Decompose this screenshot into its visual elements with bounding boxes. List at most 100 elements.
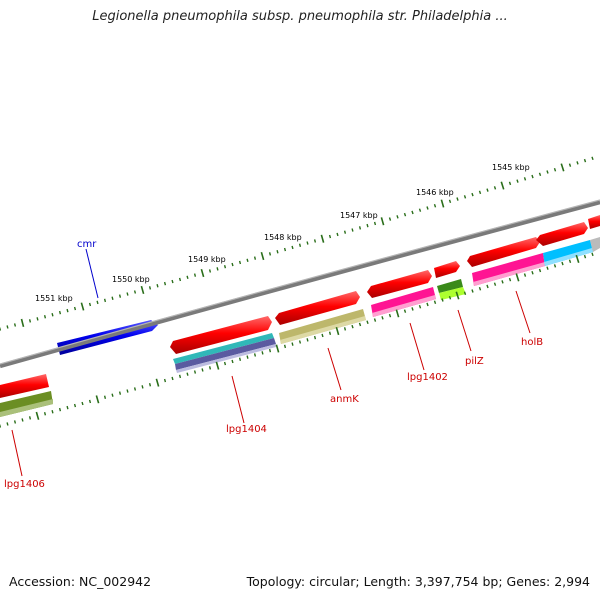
ruler-label-1551: 1551 kbp [35, 294, 73, 303]
map-title: Legionella pneumophila subsp. pneumophil… [92, 9, 508, 24]
inner-tick [58, 407, 62, 412]
outer-tick [448, 199, 452, 204]
outer-tick [388, 217, 392, 221]
outer-tick [553, 167, 557, 172]
gene-lpg1402-pointer [409, 322, 425, 371]
outer-tick [516, 179, 519, 183]
outer-tick [208, 269, 212, 273]
genome-summary-text: Topology: circular; Length: 3,397,754 bp… [246, 574, 590, 589]
inner-tick [215, 361, 220, 370]
outer-tick [343, 230, 347, 234]
inner-tick [81, 401, 84, 406]
outer-tick [411, 210, 414, 215]
outer-tick [508, 181, 512, 186]
outer-tick [456, 197, 459, 201]
gene-anmK-pointer [327, 347, 342, 391]
outer-tick [403, 212, 407, 217]
inner-tick [553, 264, 557, 268]
outer-tick [560, 163, 565, 172]
cds-block-8[interactable] [588, 215, 600, 229]
ruler-label-1547: 1547 kbp [340, 211, 378, 220]
inner-tick [28, 416, 32, 420]
cds-block-1[interactable] [0, 374, 49, 398]
outer-tick [253, 256, 257, 260]
outer-tick [260, 251, 265, 261]
inner-tick [455, 291, 460, 300]
outer-tick [133, 290, 137, 294]
accession-text: Accession: NC_002942 [9, 574, 152, 589]
outer-tick [531, 174, 534, 179]
inner-tick [95, 395, 100, 404]
outer-tick [140, 285, 145, 295]
outer-tick [156, 284, 159, 288]
cds-block-7[interactable] [536, 222, 588, 246]
outer-tick [171, 279, 174, 284]
inner-tick [261, 351, 264, 355]
inner-tick [583, 254, 587, 259]
inner-tick [546, 266, 549, 270]
inner-tick [223, 361, 227, 366]
ruler-inner-ticks [0, 252, 594, 428]
gene-holB-pointer [515, 290, 531, 334]
outer-tick [13, 323, 17, 327]
outer-tick [200, 268, 205, 278]
cds-block-5[interactable] [434, 261, 460, 278]
inner-tick [126, 389, 129, 393]
inner-tick [515, 273, 520, 282]
inner-tick [493, 282, 497, 286]
outer-tick [396, 215, 399, 219]
outer-tick [88, 302, 92, 307]
inner-tick [321, 333, 324, 338]
inner-tick [103, 395, 107, 399]
inner-tick [306, 338, 309, 342]
inner-tick [433, 300, 437, 305]
outer-tick [576, 161, 579, 165]
inner-tick [538, 268, 542, 273]
cds-block-6[interactable] [467, 237, 540, 267]
cog-track-pilZ-b[interactable] [439, 287, 466, 300]
outer-tick [440, 199, 445, 208]
inner-tick [328, 331, 332, 335]
cog-track-grey[interactable] [590, 237, 600, 252]
inner-tick [73, 403, 77, 408]
outer-tick [380, 217, 385, 226]
inner-tick [471, 289, 474, 293]
inner-tick [283, 344, 287, 349]
inner-tick [448, 295, 452, 300]
outer-tick [500, 181, 505, 190]
ruler-label-1545: 1545 kbp [492, 163, 530, 172]
outer-tick [118, 294, 122, 298]
inner-tick [523, 273, 527, 277]
outer-tick [351, 228, 354, 232]
outer-tick [523, 177, 527, 181]
inner-tick [201, 368, 204, 372]
cog-track-1404b[interactable] [175, 338, 276, 370]
inner-tick [358, 322, 362, 327]
inner-tick [411, 307, 414, 311]
inner-tick [43, 412, 47, 416]
outer-tick [80, 302, 85, 311]
gene-pilZ-label: pilZ [465, 356, 484, 367]
outer-tick [231, 262, 234, 267]
inner-tick [246, 355, 249, 359]
outer-tick [43, 315, 47, 319]
inner-tick [343, 327, 347, 331]
outer-tick [28, 319, 32, 323]
cog-track-1404a[interactable] [173, 333, 274, 364]
cog-track-pilZ-a[interactable] [437, 279, 463, 293]
inner-tick [178, 374, 182, 379]
outer-tick [103, 298, 107, 303]
cds-block-3[interactable] [275, 291, 360, 325]
inner-tick [133, 387, 137, 391]
ruler-label-1546: 1546 kbp [416, 188, 454, 197]
cds-block-2[interactable] [170, 316, 272, 354]
inner-tick [163, 378, 167, 383]
gene-holB-label: holB [521, 337, 543, 348]
outer-tick [313, 239, 317, 243]
outer-tick [96, 300, 99, 305]
inner-tick [463, 291, 467, 296]
inner-tick [373, 318, 377, 322]
outer-tick [471, 192, 474, 197]
cds-block-4[interactable] [367, 270, 432, 298]
outer-tick [246, 258, 249, 262]
